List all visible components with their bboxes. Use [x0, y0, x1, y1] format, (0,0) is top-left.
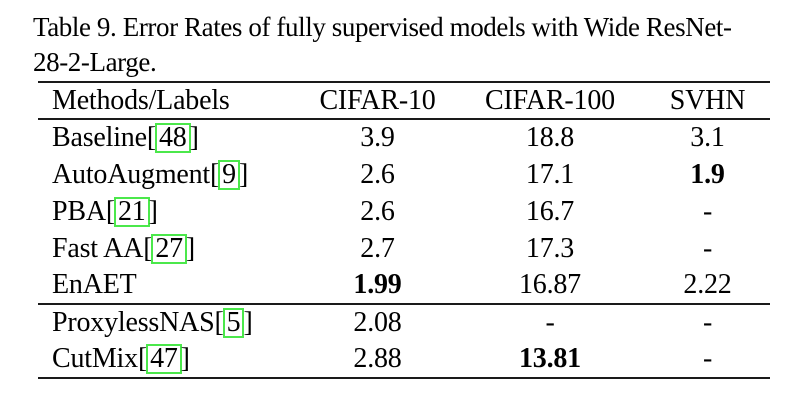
- table-row: Fast AA[27] 2.7 17.3 -: [38, 230, 770, 267]
- method-cell: Baseline[48]: [52, 122, 199, 153]
- value-cell: 16.87: [518, 269, 581, 300]
- column-header: SVHN: [669, 84, 746, 116]
- column-header: CIFAR-100: [485, 84, 615, 116]
- method-cell: ProxylessNAS[5]: [52, 307, 253, 338]
- value-cell: 3.9: [360, 122, 395, 153]
- value-cell: 17.3: [525, 232, 575, 264]
- value-cell: 2.88: [353, 343, 402, 374]
- value-cell: 1.99: [353, 269, 402, 300]
- value-cell: -: [702, 343, 713, 374]
- citation-link[interactable]: 9: [218, 159, 240, 190]
- results-table: Methods/Labels CIFAR-10 CIFAR-100 SVHN Base…: [38, 81, 770, 379]
- table-row: Baseline[48] 3.9 18.8 3.1: [38, 119, 770, 156]
- column-header: Methods/Labels: [52, 84, 230, 116]
- value-cell: -: [702, 195, 713, 227]
- caption-line-1: Table 9. Error Rates of fully supervised…: [33, 12, 732, 42]
- table-group: Baseline[48] 3.9 18.8 3.1 AutoAugment[9] 2.6 1…: [38, 119, 770, 304]
- table-group: ProxylessNAS[5] 2.08 - - CutMix[47] 2.88 13.81…: [38, 304, 770, 378]
- value-cell: 2.08: [353, 307, 402, 338]
- citation-link[interactable]: 21: [114, 196, 150, 227]
- table-row: AutoAugment[9] 2.6 17.1 1.9: [38, 156, 770, 193]
- method-cell: Fast AA[27]: [52, 232, 196, 264]
- column-header: CIFAR-10: [319, 84, 436, 116]
- table-header: Methods/Labels CIFAR-10 CIFAR-100 SVHN: [38, 82, 770, 119]
- table-header-row: Methods/Labels CIFAR-10 CIFAR-100 SVHN: [38, 82, 770, 119]
- method-cell: EnAET: [52, 269, 137, 300]
- value-cell: 18.8: [525, 122, 575, 153]
- value-cell: -: [702, 307, 713, 338]
- caption-line-2: 28-2-Large.: [33, 47, 157, 77]
- method-cell: AutoAugment[9]: [52, 158, 249, 190]
- table-row: PBA[21] 2.6 16.7 -: [38, 193, 770, 230]
- value-cell: 3.1: [690, 122, 725, 153]
- citation-link[interactable]: 27: [151, 233, 187, 264]
- citation-link[interactable]: 5: [222, 308, 245, 338]
- table-row: CutMix[47] 2.88 13.81 -: [38, 341, 770, 378]
- table-row: EnAET 1.99 16.87 2.22: [38, 267, 770, 304]
- citation-link[interactable]: 47: [146, 344, 182, 374]
- value-cell: 13.81: [518, 343, 581, 374]
- value-cell: 16.7: [525, 195, 575, 227]
- value-cell: 2.7: [360, 232, 395, 264]
- value-cell: 2.6: [360, 195, 395, 227]
- value-cell: 1.9: [690, 158, 725, 190]
- value-cell: 17.1: [525, 158, 575, 190]
- citation-link[interactable]: 48: [154, 123, 191, 153]
- value-cell: -: [702, 232, 713, 264]
- value-cell: -: [545, 307, 555, 338]
- value-cell: 2.6: [360, 158, 395, 190]
- table-caption: Table 9. Error Rates of fully supervised…: [33, 10, 732, 80]
- value-cell: 2.22: [683, 269, 732, 300]
- table-row: ProxylessNAS[5] 2.08 - -: [38, 304, 770, 341]
- method-cell: PBA[21]: [52, 195, 158, 227]
- method-cell: CutMix[47]: [52, 343, 190, 374]
